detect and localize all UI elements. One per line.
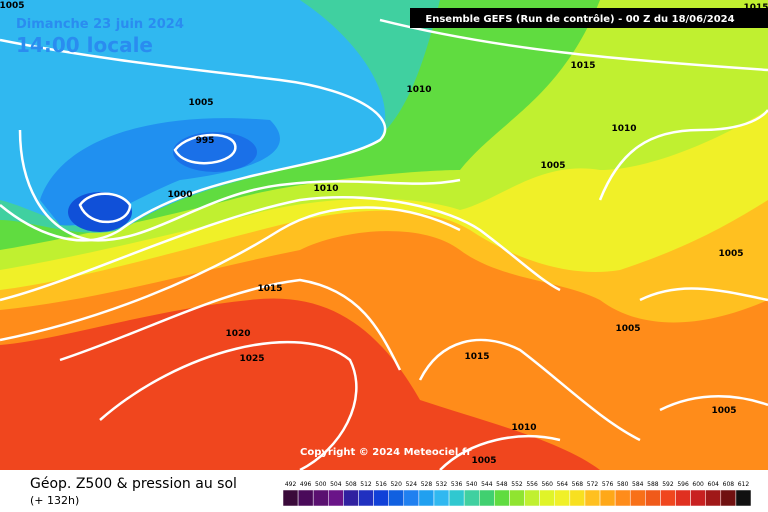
legend-swatch [433,489,450,507]
legend-label: 520 [390,481,402,488]
legend-label: 612 [738,481,750,488]
isobar-label: 1020 [225,329,250,339]
isobar-label: 1010 [511,423,536,433]
isobar-label: 1005 [718,249,743,259]
legend-swatch [282,489,299,507]
legend-swatch [629,489,646,507]
legend-label: 512 [360,481,372,488]
legend-swatch [569,489,586,507]
legend-swatch [479,489,495,507]
legend-label: 560 [541,481,553,488]
legend-swatch [524,489,540,507]
legend-swatch [343,489,359,507]
legend-swatch [675,489,691,507]
isobar-label: 1005 [711,406,736,416]
legend-label: 592 [662,481,674,488]
legend-swatch [660,489,676,507]
legend-label: 508 [345,481,357,488]
legend-label: 568 [572,481,584,488]
legend-swatch [599,489,616,507]
legend-label: 548 [496,481,508,488]
legend-label: 528 [421,481,433,488]
legend-swatch [448,489,465,507]
legend-label: 588 [647,481,659,488]
isobar-labels: 1005 1015 1015 1010 1005 995 1010 1005 1000 1010 1… [0,1,768,466]
isobar-label: 1000 [167,190,192,200]
map-background [0,0,768,470]
legend-label: 540 [466,481,478,488]
legend-label: 600 [692,481,704,488]
legend-swatch [645,489,661,507]
legend-label: 608 [723,481,735,488]
date: Dimanche 23 juin 2024 [16,17,184,32]
isobar-label: 1010 [611,124,636,134]
legend-label: 492 [285,481,297,488]
isobar-label: 1010 [313,184,338,194]
local-time: 14:00 locale [16,33,153,57]
legend: 492 496 500 504 508 512 516 520 524 528 532 536 540 5… [282,481,752,507]
legend-label: 584 [632,481,644,488]
isobars [0,18,768,472]
legend-swatch [388,489,405,507]
legend-swatch [373,489,389,507]
legend-label: 544 [481,481,493,488]
isobar-label: 1015 [464,352,489,362]
isobar-label: 1015 [570,61,595,71]
legend-label: 504 [330,481,342,488]
isobar-label: 1010 [406,85,431,95]
legend-swatch [494,489,510,507]
isobar-label: 1015 [257,284,282,294]
run-box [410,8,768,28]
legend-label: 552 [511,481,523,488]
legend-swatch [328,489,344,507]
legend-label: 580 [617,481,629,488]
legend-swatch [297,489,314,507]
isobar-label: 1005 [540,161,565,171]
isobar-label: 1005 [615,324,640,334]
legend-swatch [463,489,480,507]
legend-label: 564 [557,481,569,488]
legend-label: 524 [406,481,418,488]
legend-swatch [403,489,420,507]
legend-label: 516 [375,481,387,488]
legend-swatch [735,489,752,507]
legend-swatch [720,489,737,507]
footer-title: Géop. Z500 & pression au sol [30,476,237,492]
legend-swatch [418,489,435,507]
legend-label: 572 [587,481,599,488]
legend-label: 576 [602,481,614,488]
isobar-label: 995 [196,136,215,146]
legend-swatch [539,489,555,507]
legend-swatch [358,489,374,507]
isobar-label: 1025 [239,354,264,364]
legend-swatch [509,489,525,507]
legend-label: 536 [451,481,463,488]
isobar-label: 1005 [0,1,25,11]
legend-label: 596 [677,481,689,488]
legend-label: 500 [315,481,327,488]
legend-swatch [554,489,571,507]
legend-label: 556 [526,481,538,488]
lead-time: (+ 132h) [30,494,79,507]
legend-swatch [584,489,601,507]
legend-swatch [705,489,722,507]
legend-swatch [690,489,706,507]
run-info: Ensemble GEFS (Run de contrôle) - 00 Z d… [425,13,734,25]
legend-label: 496 [300,481,312,488]
isobar-label: 1005 [188,98,213,108]
legend-label: 532 [436,481,448,488]
legend-swatch [312,489,329,507]
isobar-label: 1005 [471,456,496,466]
legend-label: 604 [708,481,720,488]
copyright: Copyright © 2024 Meteociel.fr [300,447,471,458]
legend-swatch [614,489,631,507]
